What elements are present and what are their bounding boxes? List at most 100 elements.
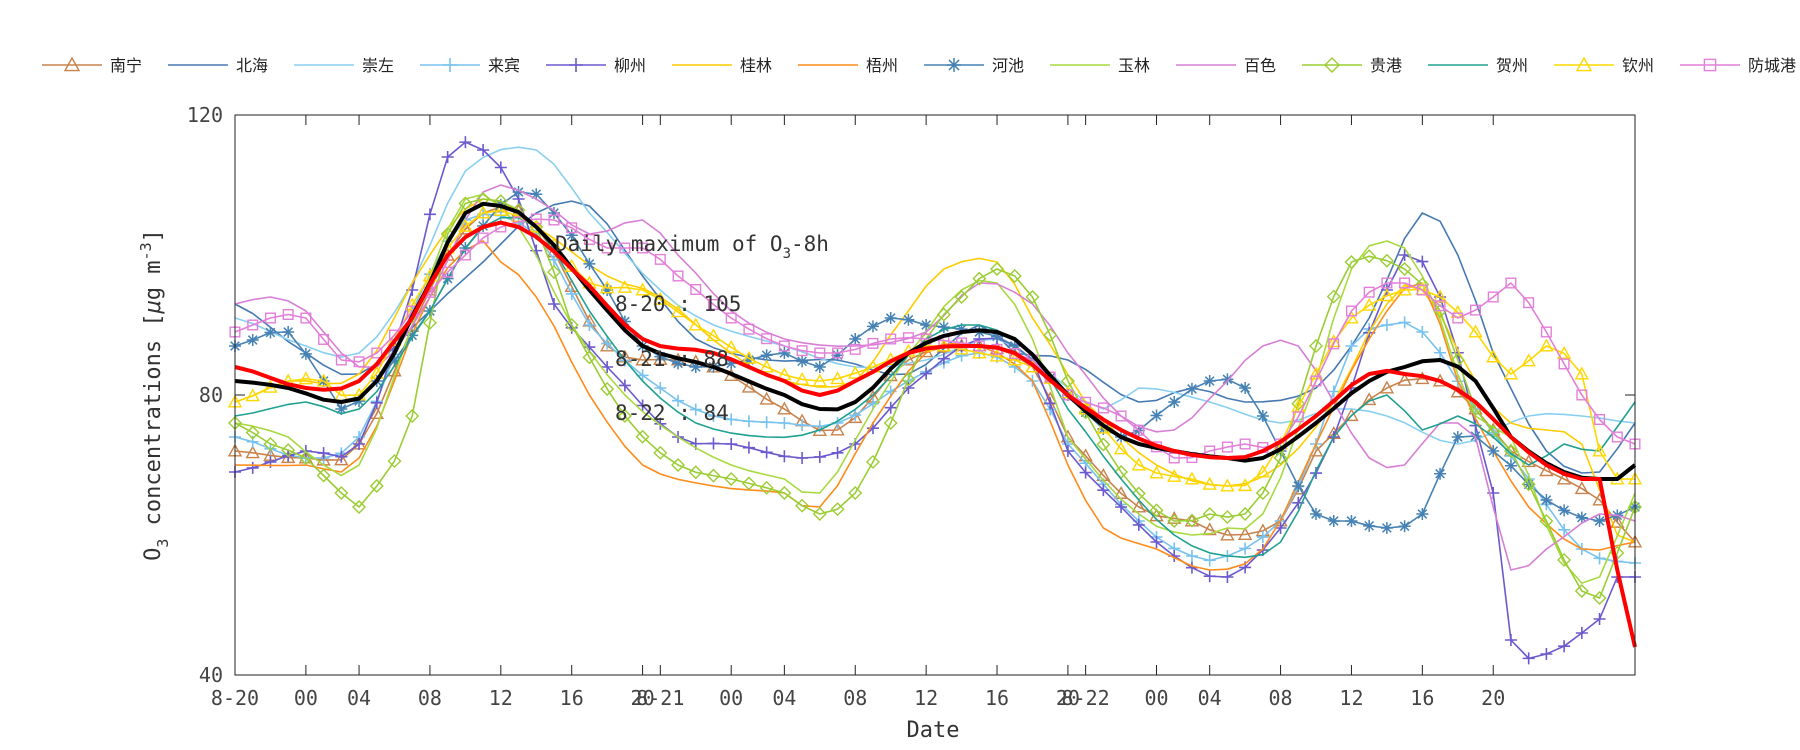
legend-label: 防城港 bbox=[1748, 57, 1796, 75]
data-point bbox=[316, 468, 331, 483]
legend-label: 河池 bbox=[992, 57, 1024, 75]
data-point bbox=[778, 450, 791, 463]
x-tick-label: 8-22 bbox=[1062, 686, 1110, 710]
data-point bbox=[760, 416, 773, 429]
data-point bbox=[547, 253, 560, 266]
x-tick-label: 00 bbox=[719, 686, 743, 710]
data-point bbox=[1239, 382, 1252, 394]
data-point bbox=[530, 213, 542, 225]
x-tick-label: 12 bbox=[1339, 686, 1363, 710]
data-point bbox=[654, 350, 667, 363]
data-point bbox=[1202, 476, 1217, 490]
series-贺州 bbox=[234, 216, 1636, 559]
data-point bbox=[796, 419, 809, 432]
data-point bbox=[653, 291, 668, 305]
data-point bbox=[830, 422, 845, 436]
data-point bbox=[1594, 414, 1606, 426]
data-point bbox=[1432, 289, 1448, 303]
legend-label: 梧州 bbox=[866, 57, 898, 75]
data-point bbox=[1079, 466, 1092, 479]
data-point bbox=[1044, 397, 1057, 410]
data-point bbox=[1292, 411, 1304, 423]
data-point bbox=[1184, 471, 1200, 485]
data-point bbox=[494, 161, 507, 174]
data-point bbox=[618, 379, 631, 392]
legend-label: 桂林 bbox=[740, 57, 772, 75]
x-tick-label: 16 bbox=[1410, 686, 1434, 710]
data-point bbox=[247, 319, 259, 331]
data-point bbox=[619, 242, 631, 254]
data-point bbox=[1487, 291, 1499, 303]
x-tick-label: 00 bbox=[294, 686, 318, 710]
data-point bbox=[1397, 262, 1412, 276]
data-point bbox=[867, 337, 879, 349]
data-point bbox=[423, 208, 436, 221]
data-point bbox=[547, 207, 560, 219]
data-point bbox=[688, 317, 703, 331]
data-point bbox=[1540, 494, 1553, 506]
data-point bbox=[794, 372, 810, 385]
data-point bbox=[1416, 508, 1429, 520]
data-point bbox=[1540, 648, 1553, 660]
legend-item: 贺州 bbox=[1428, 57, 1528, 75]
data-point bbox=[777, 486, 792, 500]
data-point bbox=[1203, 554, 1216, 567]
data-point bbox=[1344, 408, 1359, 422]
data-point bbox=[599, 280, 615, 294]
legend-label: 玉林 bbox=[1118, 57, 1150, 75]
data-point bbox=[1558, 640, 1571, 653]
data-point bbox=[1468, 324, 1483, 338]
y-axis-label: O3 concentrations [μg m-3] bbox=[137, 229, 172, 561]
data-point bbox=[1593, 552, 1606, 565]
data-point bbox=[1574, 584, 1589, 598]
series-line bbox=[234, 216, 1636, 559]
y-tick-label: 120 bbox=[187, 103, 223, 127]
data-point bbox=[1345, 305, 1357, 317]
data-point bbox=[1291, 396, 1306, 411]
data-point bbox=[1310, 508, 1323, 520]
data-point bbox=[760, 349, 773, 362]
x-tick-label: 04 bbox=[772, 686, 796, 710]
x-tick-label: 00 bbox=[1144, 686, 1168, 710]
data-point bbox=[565, 229, 578, 242]
data-point bbox=[1556, 471, 1572, 485]
data-point bbox=[546, 265, 561, 280]
data-point bbox=[937, 321, 950, 334]
data-point bbox=[1008, 340, 1021, 352]
data-point bbox=[1593, 613, 1606, 625]
data-point bbox=[601, 284, 614, 296]
data-point bbox=[1185, 382, 1198, 395]
data-point bbox=[335, 450, 348, 463]
y-tick-label: 40 bbox=[199, 663, 223, 687]
data-point bbox=[1345, 340, 1358, 352]
legend-item: 防城港 bbox=[1680, 57, 1796, 75]
data-point bbox=[441, 151, 454, 163]
series-line bbox=[234, 146, 1636, 445]
data-point bbox=[653, 445, 668, 460]
data-point bbox=[1310, 467, 1323, 480]
data-point bbox=[831, 349, 844, 362]
data-point bbox=[245, 445, 260, 459]
data-point bbox=[600, 382, 615, 397]
data-point bbox=[405, 409, 420, 423]
data-point bbox=[1221, 373, 1234, 386]
data-point bbox=[1470, 304, 1482, 316]
data-point bbox=[530, 188, 543, 201]
data-point bbox=[245, 388, 260, 402]
data-point bbox=[1486, 349, 1501, 363]
data-point bbox=[707, 410, 720, 422]
data-point bbox=[1503, 366, 1519, 380]
data-point bbox=[706, 468, 721, 483]
data-point bbox=[352, 500, 367, 514]
data-point bbox=[814, 347, 826, 359]
y-label-superscript: -3 bbox=[137, 242, 155, 260]
data-point bbox=[707, 437, 720, 450]
data-point bbox=[1131, 499, 1146, 513]
data-point bbox=[689, 403, 702, 416]
data-point bbox=[937, 352, 950, 365]
data-point bbox=[796, 355, 809, 368]
data-point bbox=[672, 357, 685, 370]
data-point bbox=[353, 356, 365, 368]
data-point bbox=[1558, 504, 1571, 517]
legend-label: 贺州 bbox=[1496, 57, 1528, 75]
